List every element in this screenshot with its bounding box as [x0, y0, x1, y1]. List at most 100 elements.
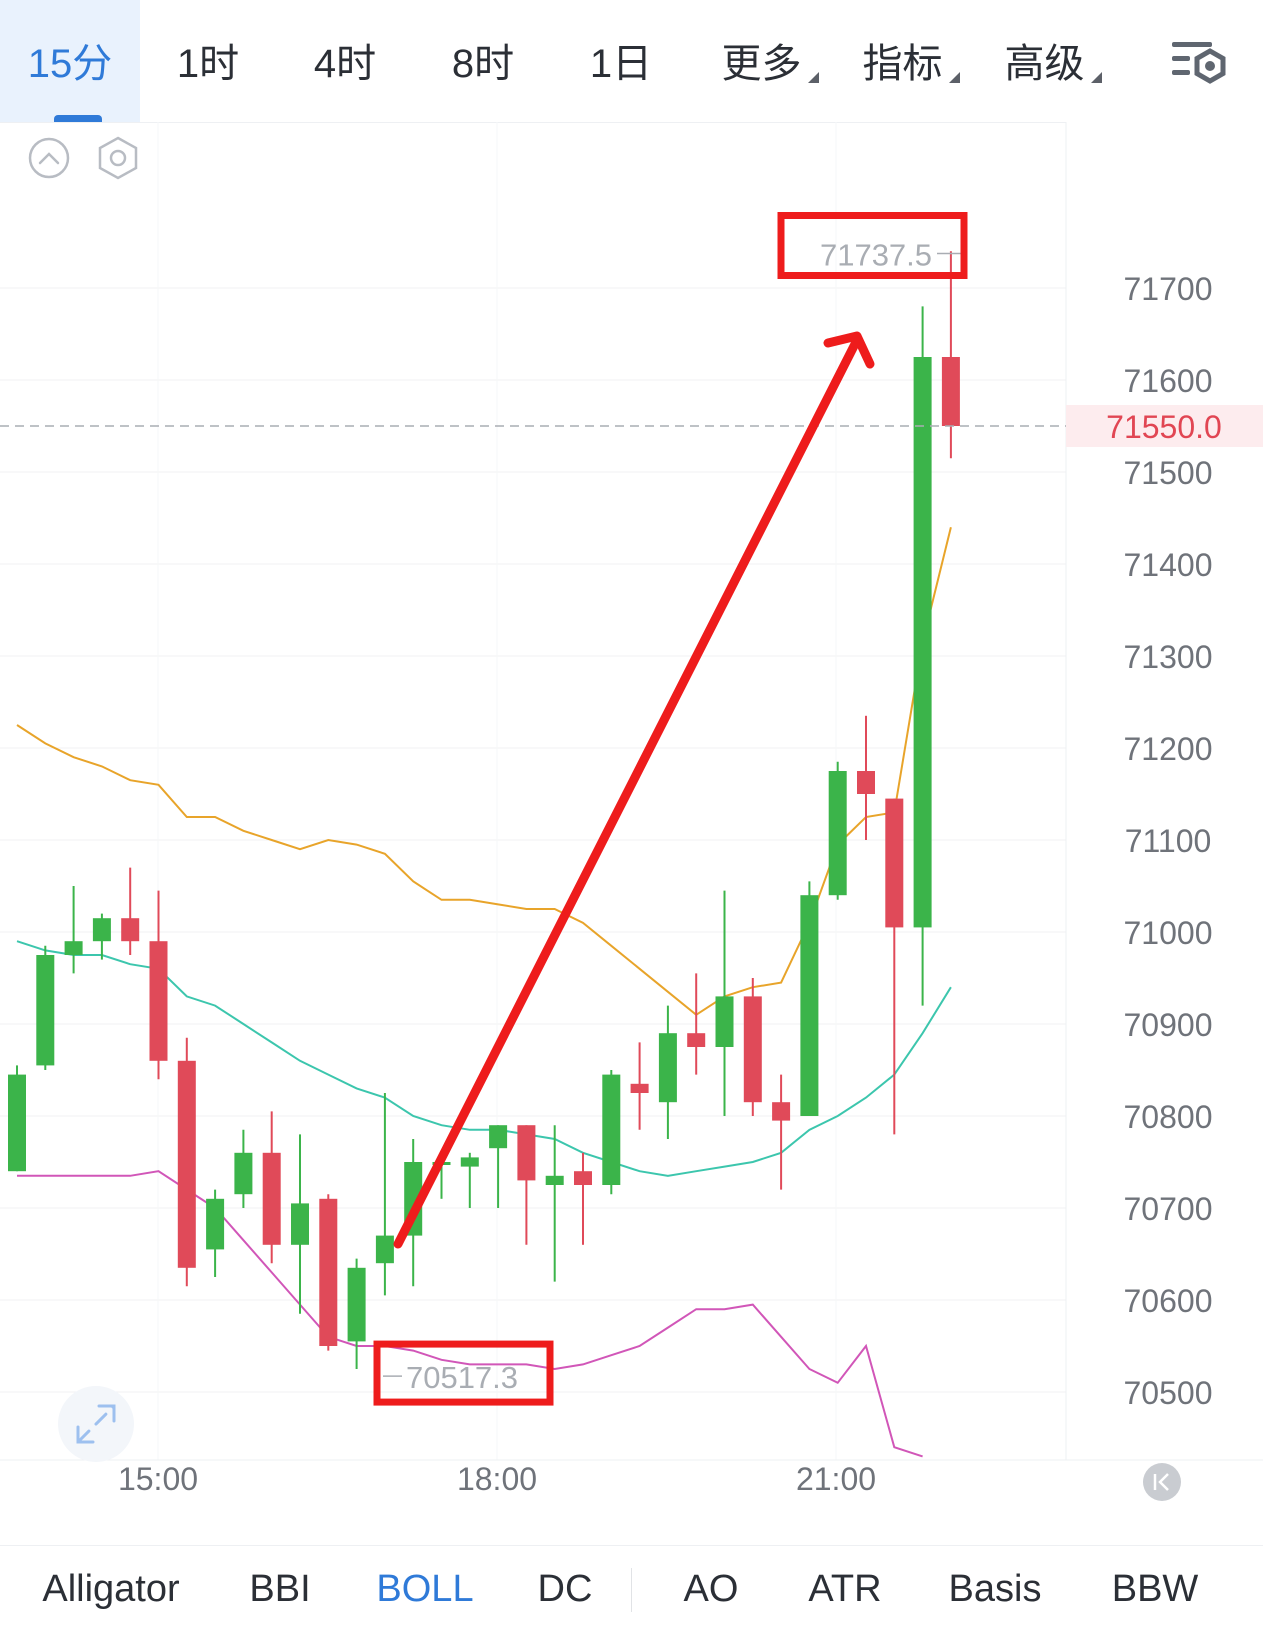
chevron-up-circle-icon[interactable] [28, 137, 70, 179]
y-tick-label: 70900 [1124, 1007, 1213, 1043]
tab-8h[interactable]: 8时 [414, 0, 552, 122]
y-tick-label: 70800 [1124, 1099, 1213, 1135]
candle [319, 1198, 338, 1346]
candle [375, 1235, 394, 1264]
indicator-bbw[interactable]: BBW [1090, 1546, 1220, 1620]
candle [857, 771, 875, 794]
expand-arrows-icon [76, 1404, 116, 1444]
candle [800, 895, 819, 1116]
indicator-label: BOLL [376, 1568, 474, 1610]
timeframe-bar: 15分 1时 4时 8时 1日 更多 指标 高级 [0, 0, 1263, 123]
tab-15m[interactable]: 15分 [0, 0, 140, 122]
indicator-label: DC [537, 1568, 593, 1610]
y-tick-label: 70500 [1124, 1375, 1213, 1411]
tab-more[interactable]: 更多 [700, 0, 840, 122]
tab-advanced[interactable]: 高级 [982, 0, 1124, 122]
x-tick-label: 21:00 [796, 1461, 876, 1497]
candle [743, 996, 762, 1103]
tab-4h[interactable]: 4时 [276, 0, 414, 122]
tab-1h[interactable]: 1时 [140, 0, 276, 122]
candle [206, 1198, 225, 1250]
price-chart[interactable]: 71700 71600 71500 71400 71300 71200 71100 71000… [0, 122, 1263, 1502]
last-price-box [1066, 405, 1263, 447]
tab-label: 4时 [313, 42, 377, 86]
tab-label: 1日 [589, 42, 653, 86]
indicator-label: Alligator [42, 1568, 180, 1610]
tab-indicators[interactable]: 指标 [840, 0, 982, 122]
candle [149, 941, 168, 1061]
indicator-label: AO [683, 1568, 739, 1610]
y-tick-label: 71300 [1124, 639, 1213, 675]
candle [658, 1033, 677, 1103]
indicator-basis[interactable]: Basis [920, 1546, 1070, 1620]
indicator-label: ATR [808, 1568, 882, 1610]
candle [574, 1171, 592, 1185]
candle [517, 1125, 536, 1181]
tab-label: 8时 [451, 42, 515, 86]
candle [913, 357, 932, 928]
candle [460, 1157, 479, 1167]
indicator-boll[interactable]: BOLL [360, 1546, 490, 1620]
candle [347, 1267, 366, 1342]
y-tick-label: 71700 [1124, 271, 1213, 307]
tab-label: 指标 [862, 42, 943, 86]
indicator-alligator[interactable]: Alligator [20, 1546, 202, 1620]
y-tick-label: 71600 [1124, 363, 1213, 399]
boll-lower-line [17, 1170, 923, 1458]
y-tick-label: 70700 [1124, 1191, 1213, 1227]
candle [36, 955, 55, 1066]
high-annotation-box [777, 212, 968, 279]
hexagon-settings-icon[interactable] [98, 136, 138, 180]
x-tick-label: 15:00 [118, 1461, 198, 1497]
candle [234, 1152, 253, 1195]
trend-arrow-head [823, 331, 875, 369]
candle [602, 1074, 621, 1185]
candlestick-chart-svg[interactable]: 71700 71600 71500 71400 71300 71200 71100 71000… [0, 122, 1263, 1502]
candle [177, 1060, 196, 1268]
dropdown-triangle-icon [948, 72, 960, 83]
expand-button[interactable] [58, 1386, 134, 1462]
tab-1d[interactable]: 1日 [552, 0, 690, 122]
candle [545, 1175, 564, 1185]
y-tick-label: 71000 [1124, 915, 1213, 951]
y-tick-label: 71200 [1124, 731, 1213, 767]
indicator-label: BBI [249, 1568, 311, 1610]
y-tick-label: 71100 [1125, 823, 1212, 859]
chart-settings-icon[interactable] [1170, 38, 1232, 88]
indicator-bbi[interactable]: BBI [220, 1546, 340, 1620]
indicator-atr[interactable]: ATR [784, 1546, 906, 1620]
indicator-bar: Alligator BBI BOLL DC AO ATR Basis BBW [0, 1545, 1263, 1620]
boll-mid-line [16, 526, 952, 1017]
candle [828, 771, 847, 896]
dropdown-triangle-icon [1090, 72, 1102, 83]
low-annotation-box [373, 1340, 554, 1406]
candle [687, 1033, 706, 1047]
candle [630, 1083, 649, 1093]
indicator-dc[interactable]: DC [510, 1546, 620, 1620]
candle [489, 1125, 508, 1149]
indicator-ao[interactable]: AO [652, 1546, 770, 1620]
candle [8, 1074, 26, 1172]
candle [262, 1152, 281, 1245]
y-tick-label: 70600 [1124, 1283, 1213, 1319]
candle [291, 1203, 309, 1245]
candle [941, 357, 960, 426]
last-price-label: 71550.0 [1106, 409, 1222, 445]
scroll-to-latest-icon[interactable] [1143, 1463, 1181, 1501]
candle [121, 918, 140, 942]
candle [92, 918, 111, 942]
candle [715, 996, 734, 1047]
dropdown-triangle-icon [807, 72, 819, 83]
trend-arrow-line [393, 339, 860, 1249]
high-price-label: 71737.5 [820, 238, 932, 273]
candle [772, 1102, 791, 1121]
tab-label: 15分 [27, 42, 113, 86]
divider [631, 1568, 632, 1612]
y-tick-label: 71400 [1124, 547, 1213, 583]
low-price-label: 70517.3 [406, 1360, 518, 1395]
indicator-label: Basis [948, 1568, 1042, 1610]
candle [885, 798, 904, 928]
tab-label: 1时 [176, 42, 240, 86]
candle [64, 941, 83, 955]
boll-upper-line [16, 940, 952, 1177]
